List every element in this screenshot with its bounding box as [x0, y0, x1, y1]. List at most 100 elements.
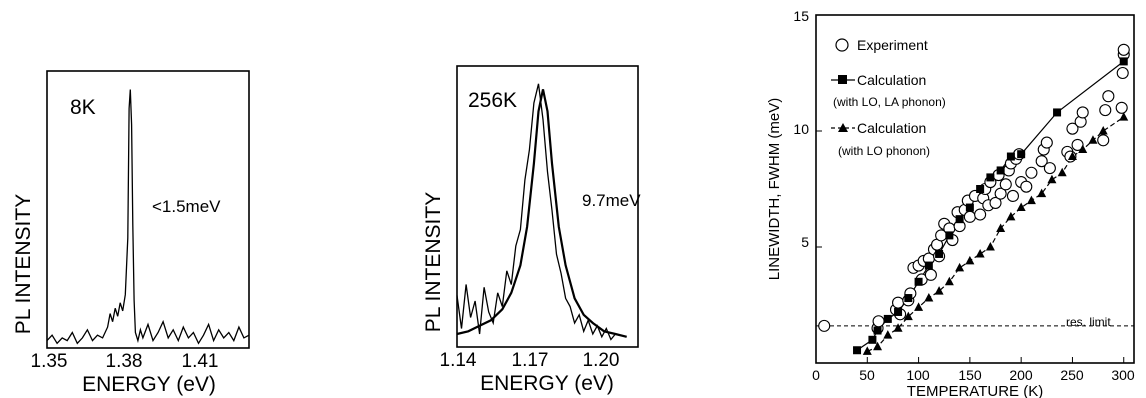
p3-x-tick-label: 250	[1060, 367, 1084, 383]
p1-plot-frame	[46, 70, 250, 349]
calc-lo-point	[903, 311, 913, 321]
p1-panel-label: 8K	[70, 96, 96, 119]
legend-calc1-marker	[838, 75, 847, 84]
calc-lo-la-point	[868, 335, 877, 344]
calc-lo-la-point	[986, 173, 995, 182]
p1-spectrum-line	[46, 89, 250, 345]
calc-lo-la-point	[1006, 152, 1015, 161]
experiment-point	[1025, 166, 1038, 179]
p3-x-tick-label: 200	[1009, 367, 1033, 383]
calc-lo-point	[873, 341, 883, 351]
experiment-point	[999, 178, 1012, 191]
p3-x-tick-label: 300	[1111, 367, 1135, 383]
calc-lo-la-point	[1053, 108, 1062, 117]
calc-lo-la-point	[894, 307, 903, 316]
experiment-point	[1102, 90, 1115, 103]
p2-panel-label: 256K	[468, 89, 517, 112]
calc-lo-point	[955, 262, 965, 272]
experiment-point	[1076, 106, 1089, 119]
p1-x-axis-title: ENERGY (eV)	[82, 373, 216, 396]
p3-x-tick-label: 100	[906, 367, 930, 383]
calc-lo-point	[1119, 112, 1129, 121]
p3-x-tick-label: 50	[859, 367, 875, 383]
calc-lo-point	[1067, 151, 1077, 161]
calc-lo-la-point	[976, 185, 985, 193]
calc-lo-la-point	[883, 314, 892, 323]
calc-lo-la-point	[1017, 150, 1026, 159]
calc-lo-point	[934, 286, 944, 295]
calc-lo-point	[1037, 188, 1047, 198]
calc-lo-point	[1078, 144, 1088, 154]
calc-lo-point	[862, 346, 872, 355]
experiment-point	[872, 315, 885, 328]
calc-lo-point	[1006, 211, 1016, 221]
legend: Experiment Calculation (with LO, LA phon…	[831, 37, 946, 158]
experiment-point	[1097, 134, 1110, 147]
calc-lo-point	[893, 323, 903, 332]
calc-lo-la-point	[945, 231, 954, 240]
experiment-point	[963, 210, 976, 223]
calc-lo-la-point	[873, 326, 882, 335]
calc-lo-la-point	[935, 249, 944, 258]
p2-plot-frame	[456, 65, 639, 348]
calc-lo-point	[1047, 174, 1057, 184]
p2-linewidth-annotation: 9.7meV	[582, 191, 641, 210]
experiment-point	[818, 319, 831, 332]
p2-fit-line	[456, 89, 627, 338]
experiment-point	[1117, 43, 1130, 56]
calc-lo-la-point	[996, 166, 1005, 175]
res-limit-label: res. limit	[1066, 315, 1111, 329]
p2-x-tick-label: 1.17	[512, 350, 549, 371]
calc-lo-la-point	[965, 203, 974, 212]
p2-x-tick-label: 1.20	[583, 350, 620, 371]
legend-calc1-label: Calculation	[857, 72, 926, 88]
calc-lo-point	[914, 302, 924, 311]
experiment-point	[1006, 189, 1020, 203]
calc-lo-point	[883, 330, 893, 339]
calc-lo-point	[1026, 195, 1036, 205]
p3-y-tick-label: 5	[801, 234, 809, 250]
p2-spectrum-line	[456, 83, 616, 341]
p1-y-axis-title: PL INTENSITY	[12, 194, 35, 334]
experiment-point	[1116, 66, 1129, 80]
p3-y-tick-label: 10	[793, 121, 809, 137]
legend-experiment-label: Experiment	[857, 37, 928, 53]
calc-lo-la-point	[914, 277, 923, 286]
experiment-point	[1043, 162, 1056, 175]
experiment-point	[974, 208, 987, 221]
p3-x-axis-title: TEMPERATURE (K)	[907, 383, 1043, 398]
calc-lo-point	[944, 276, 954, 286]
legend-calc2-label: Calculation	[857, 120, 926, 136]
calc-lo-la-point	[924, 261, 933, 270]
p3-plot-frame	[815, 14, 1135, 364]
p3-tick-marks	[815, 14, 1125, 363]
p1-x-tick-label: 1.35	[31, 351, 68, 372]
calc-lo-point	[975, 248, 985, 258]
legend-experiment-marker	[835, 38, 849, 52]
p2-x-tick-label: 1.14	[440, 350, 477, 371]
p2-x-axis-title: ENERGY (eV)	[480, 372, 614, 395]
calc-lo-point	[1098, 126, 1108, 135]
calc-lo-la-point	[955, 215, 964, 224]
experiment-point	[924, 268, 937, 281]
p3-y-tick-label: 15	[793, 8, 809, 24]
legend-calc2-sublabel: (with LO phonon)	[838, 144, 930, 158]
legend-calc2-marker	[838, 123, 848, 132]
p3-y-axis-title: LINEWIDTH, FWHM (meV)	[766, 98, 783, 280]
p1-linewidth-annotation: <1.5meV	[152, 197, 221, 216]
p3-x-tick-label: 0	[812, 367, 820, 383]
calc-lo-point	[1057, 167, 1067, 177]
experiment-point	[989, 196, 1002, 209]
p1-x-tick-label: 1.41	[182, 351, 219, 372]
calc-lo-point	[1016, 202, 1026, 212]
experiment-point	[994, 187, 1007, 200]
legend-calc1-sublabel: (with LO, LA phonon)	[833, 95, 946, 109]
experiment-point	[1115, 101, 1128, 114]
p1-x-tick-label: 1.38	[106, 351, 143, 372]
calc-lo-point	[996, 223, 1006, 232]
panel-256k: 256K 9.7meV 1.14 1.17 1.20 ENERGY (eV) P…	[422, 65, 641, 395]
p1-series-group	[46, 89, 250, 345]
calc-lo-point	[985, 242, 995, 251]
p2-y-axis-title: PL INTENSITY	[422, 192, 445, 332]
